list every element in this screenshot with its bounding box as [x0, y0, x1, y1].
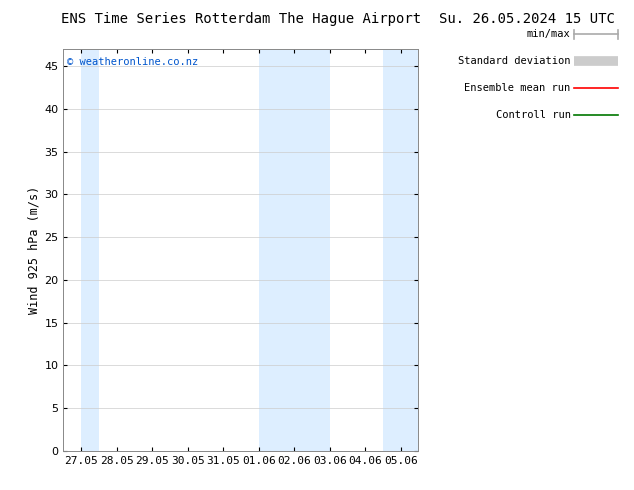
Bar: [383, 49, 418, 451]
Y-axis label: Wind 925 hPa (m/s): Wind 925 hPa (m/s): [27, 186, 40, 314]
Bar: [81, 49, 99, 451]
Text: Controll run: Controll run: [496, 110, 571, 120]
Text: Standard deviation: Standard deviation: [458, 56, 571, 66]
Text: min/max: min/max: [527, 29, 571, 39]
Bar: [259, 49, 330, 451]
Text: Ensemble mean run: Ensemble mean run: [464, 83, 571, 93]
Text: Su. 26.05.2024 15 UTC: Su. 26.05.2024 15 UTC: [439, 12, 615, 26]
Text: © weatheronline.co.nz: © weatheronline.co.nz: [67, 57, 198, 67]
Text: ENS Time Series Rotterdam The Hague Airport: ENS Time Series Rotterdam The Hague Airp…: [61, 12, 421, 26]
